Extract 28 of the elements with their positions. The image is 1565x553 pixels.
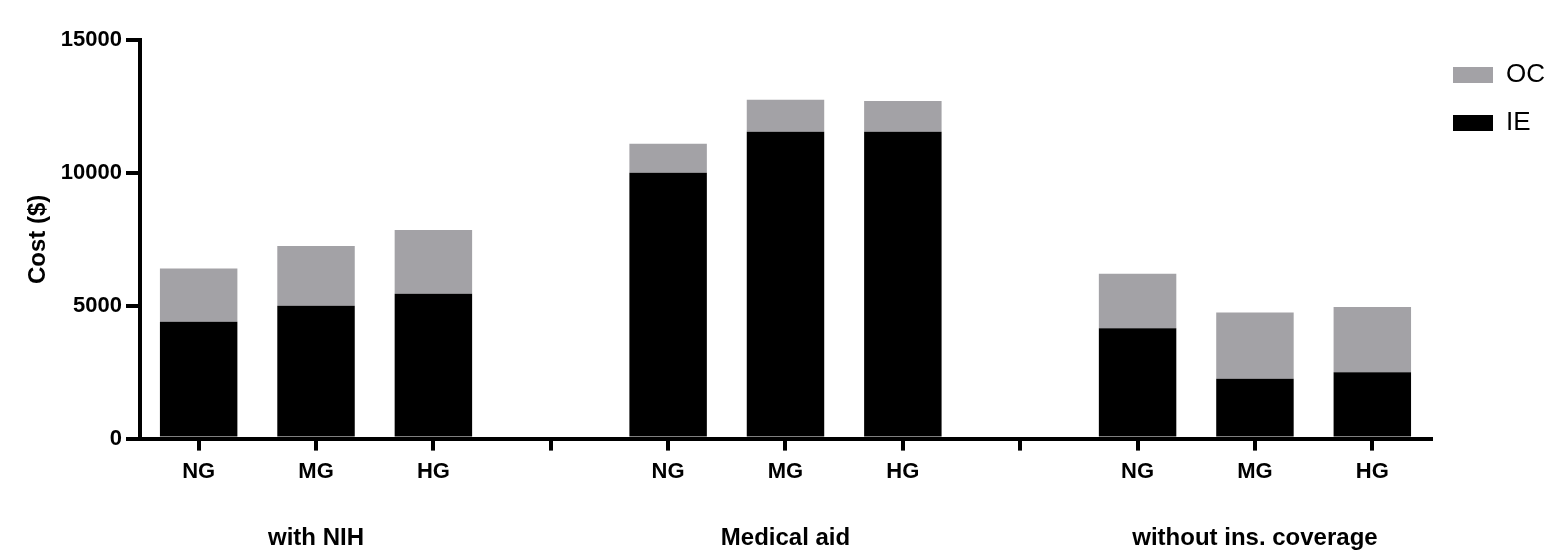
x-tick-label: NG <box>651 457 685 483</box>
legend-label: IE <box>1506 106 1531 137</box>
bar <box>864 101 942 132</box>
bar <box>629 143 707 173</box>
y-axis-title: Cost ($) <box>23 194 51 284</box>
x-tick-label: NG <box>1121 457 1155 483</box>
x-tick-label: HG <box>1355 457 1389 483</box>
bar <box>159 268 238 322</box>
bar <box>394 230 473 294</box>
x-tick-label: HG <box>416 457 450 483</box>
x-tick-label: HG <box>886 457 920 483</box>
bar <box>277 245 355 306</box>
legend-label: OC <box>1506 58 1545 89</box>
y-tick-label: 10000 <box>60 158 122 184</box>
y-tick-label: 0 <box>109 424 122 450</box>
bar <box>1216 312 1294 379</box>
text: Medical aid <box>720 522 851 550</box>
text: without ins. coverage <box>1131 522 1378 550</box>
x-tick-label: NG <box>182 457 216 483</box>
y-tick-label: 5000 <box>73 291 122 317</box>
x-tick-label: MG <box>1237 457 1273 483</box>
y-tick-label: 15000 <box>60 26 122 52</box>
x-tick-label: MG <box>298 457 334 483</box>
text: with NIH <box>267 522 365 550</box>
bar <box>746 99 825 132</box>
bar <box>1098 273 1177 329</box>
bar <box>1333 307 1412 373</box>
x-tick-label: MG <box>767 457 804 483</box>
